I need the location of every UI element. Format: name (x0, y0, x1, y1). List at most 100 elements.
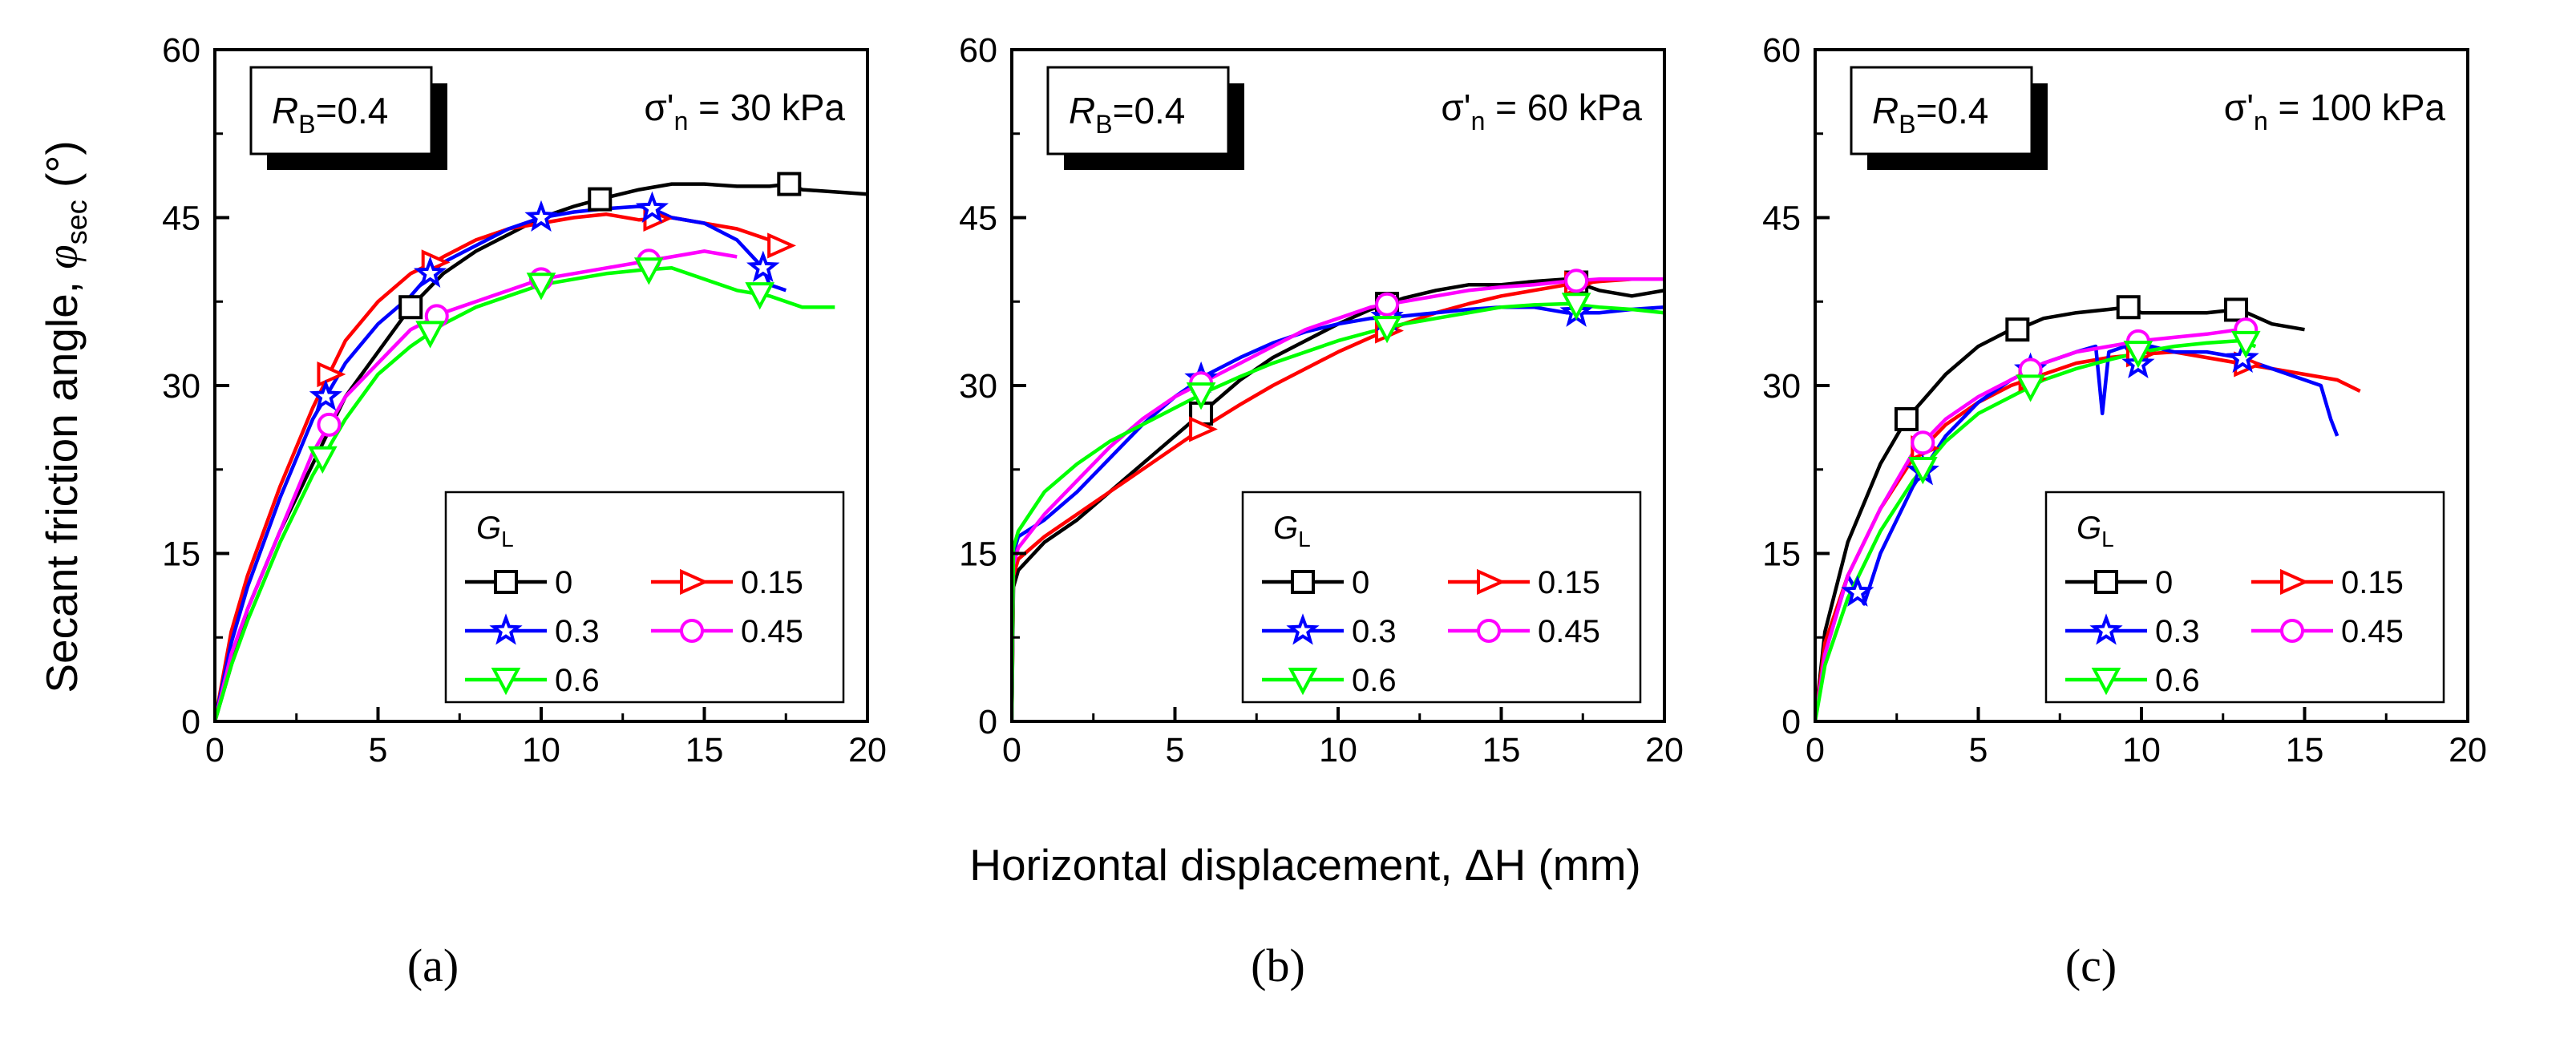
series-line-0.3 (1012, 305, 1664, 721)
legend-label: 0.45 (741, 614, 803, 649)
legend-entry-0: 0 (2065, 565, 2173, 600)
x-tick-label: 0 (1806, 731, 1825, 769)
legend-marker-0.3 (489, 613, 523, 645)
legend-entry-0: 0 (1262, 565, 1369, 600)
legend-marker-0 (2094, 570, 2118, 594)
legend-marker-0.15 (680, 568, 709, 596)
series-marker-0.45 (317, 412, 342, 437)
y-tick-label: 60 (1762, 31, 1801, 70)
rb-annotation: RB=0.4 (1069, 90, 1185, 139)
legend-marker-0.45 (2280, 619, 2304, 643)
legend-entry-0.3: 0.3 (2065, 613, 2200, 649)
y-tick-label: 15 (162, 535, 200, 574)
series-line-0.6 (1012, 301, 1664, 721)
x-tick-label: 5 (369, 731, 388, 769)
legend-label: 0.3 (2155, 614, 2200, 649)
rb-annotation: RB=0.4 (1872, 90, 1988, 139)
legend-entry-0.6: 0.6 (465, 663, 600, 698)
legend-entry-0.3: 0.3 (465, 613, 600, 649)
series-marker-0.3 (413, 256, 447, 288)
legend-marker-0.15 (1477, 568, 1506, 596)
stress-annotation: σ'n = 60 kPa (1441, 87, 1642, 135)
annotation-box (249, 66, 433, 155)
series-line-0 (1815, 305, 2305, 721)
legend-box (1241, 491, 1642, 704)
x-tick-label: 15 (1482, 731, 1521, 769)
x-tick-label: 5 (1969, 731, 1988, 769)
chart-panels: 0 5 10 15 20 0 15 30 45 60 RB=0.4 σ'n = 30 kPa GL 0 0.… (162, 31, 2487, 992)
legend-label: 0 (555, 565, 572, 600)
series-marker-0 (2116, 295, 2141, 320)
y-axis-title: Secant friction angle, φsec (°) (37, 140, 93, 693)
series-marker-0 (777, 172, 802, 196)
y-tick-label: 15 (959, 535, 997, 574)
legend-entry-0.6: 0.6 (1262, 663, 1397, 698)
y-tick-label: 30 (1762, 367, 1801, 406)
legend-box (444, 491, 845, 704)
legend-marker-0 (494, 570, 518, 594)
y-tick-label: 0 (1781, 703, 1801, 741)
chart-panel-2: 0 5 10 15 20 0 15 30 45 60 RB=0.4 σ'n = 60 kPa GL 0 0.… (959, 31, 1684, 992)
series-marker-0 (2005, 317, 2030, 342)
panel-label: (b) (1251, 939, 1305, 992)
series-lines (215, 172, 867, 721)
legend-marker-0.45 (680, 619, 704, 643)
series-marker-0.6 (526, 273, 556, 301)
x-tick-label: 5 (1166, 731, 1185, 769)
series-line-0.6 (215, 266, 835, 721)
stress-annotation: σ'n = 30 kPa (644, 87, 845, 135)
x-tick-label: 20 (848, 731, 887, 769)
series-marker-0 (398, 295, 423, 320)
series-line-0 (1012, 277, 1664, 721)
y-tick-label: 45 (959, 200, 997, 238)
legend: GL 0 0.15 0.3 0.45 0.6 (2044, 491, 2445, 704)
legend-label: 0.15 (1538, 565, 1600, 600)
series-marker-0.6 (415, 321, 445, 349)
y-tick-label: 60 (162, 31, 200, 70)
legend-marker-0.6 (2091, 668, 2121, 696)
series-line-0.3 (215, 204, 787, 721)
legend: GL 0 0.15 0.3 0.45 0.6 (1241, 491, 1642, 704)
series-marker-0.15 (767, 232, 796, 259)
y-tick-label: 0 (978, 703, 997, 741)
y-tick-label: 15 (1762, 535, 1801, 574)
series-marker-0.3 (1841, 575, 1874, 607)
legend-label: 0.6 (1352, 663, 1397, 698)
x-tick-label: 20 (2449, 731, 2487, 769)
series-marker-0.6 (2016, 374, 2045, 402)
legend-label: 0.45 (1538, 614, 1600, 649)
x-tick-label: 20 (1645, 731, 1684, 769)
series-marker-0 (2224, 297, 2249, 322)
series-marker-0.3 (746, 250, 780, 282)
chart-panel-1: 0 5 10 15 20 0 15 30 45 60 RB=0.4 σ'n = 30 kPa GL 0 0.… (162, 31, 887, 992)
x-tick-label: 10 (2122, 731, 2161, 769)
series-marker-0.45 (1375, 292, 1400, 317)
chart-panel-3: 0 5 10 15 20 0 15 30 45 60 RB=0.4 σ'n = 100 kPa GL 0 0… (1762, 31, 2487, 992)
series-lines (1815, 295, 2361, 721)
legend-entry-0: 0 (465, 565, 572, 600)
series-marker-0 (1894, 406, 1919, 431)
rb-annotation: RB=0.4 (272, 90, 388, 139)
x-tick-label: 15 (685, 731, 724, 769)
series-marker-0.6 (1186, 382, 1216, 410)
legend-marker-0.45 (1477, 619, 1501, 643)
legend-label: 0.15 (741, 565, 803, 600)
legend-title: GL (476, 511, 514, 551)
annotation-box (1850, 66, 2033, 155)
legend-label: 0.3 (555, 614, 600, 649)
legend-entry-0.3: 0.3 (1262, 613, 1397, 649)
legend-marker-0.3 (1286, 613, 1320, 645)
series-marker-0 (588, 187, 613, 212)
panel-label: (c) (2065, 939, 2117, 992)
series-marker-0.45 (1911, 430, 1935, 455)
y-tick-label: 45 (1762, 200, 1801, 238)
legend-entry-0.15: 0.15 (2251, 565, 2404, 600)
series-marker-0.6 (2123, 341, 2153, 369)
series-marker-0.45 (1564, 269, 1589, 293)
y-tick-label: 30 (959, 367, 997, 406)
series-marker-0.6 (745, 282, 775, 310)
series-marker-0.6 (633, 257, 664, 285)
legend-title: GL (2077, 511, 2114, 551)
legend-marker-0.6 (1288, 668, 1318, 696)
